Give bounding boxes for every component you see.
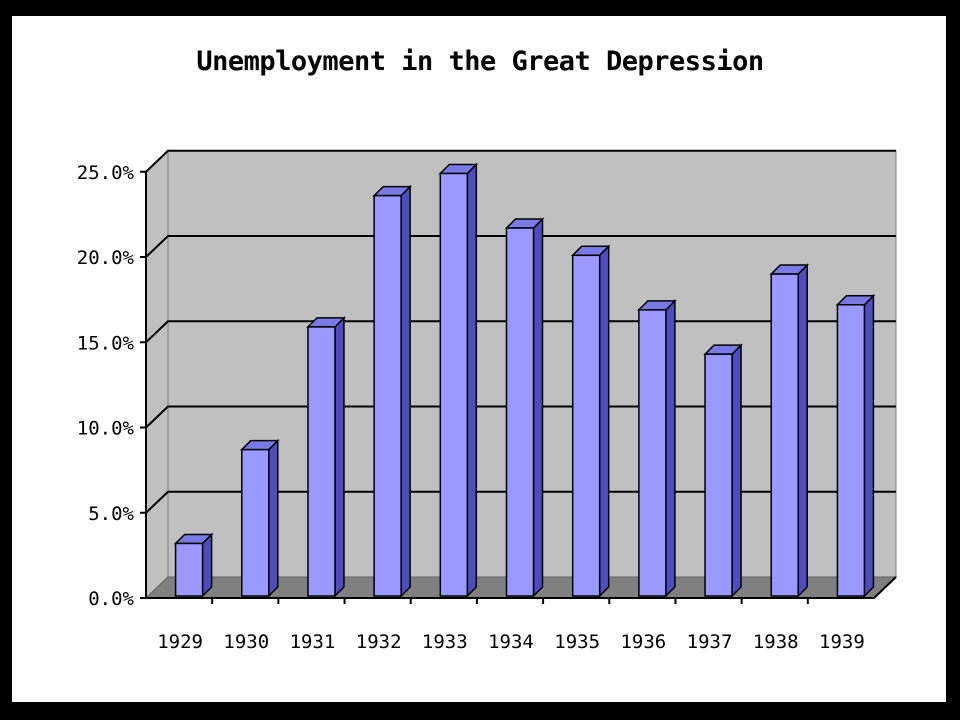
bar-1930 <box>239 438 280 598</box>
x-axis-line <box>146 576 897 599</box>
bar-1931 <box>306 316 346 598</box>
bar-side <box>268 438 279 598</box>
bar-1929 <box>173 532 214 598</box>
x-tick-labels: 1929 1930 1931 1932 1933 1934 1935 1936 1937 1938… <box>157 631 865 653</box>
bar-1938 <box>769 263 810 598</box>
y-tick-label: 15.0% <box>77 332 135 354</box>
x-tick-label: 1935 <box>554 631 600 653</box>
bar-side <box>400 184 411 598</box>
bar-1932 <box>372 184 412 598</box>
gridline <box>145 235 896 258</box>
x-tick-label: 1933 <box>422 631 468 653</box>
bar-1935 <box>570 244 611 598</box>
bar-front <box>439 172 469 597</box>
bar-1934 <box>504 217 545 598</box>
bar-side <box>665 299 676 598</box>
y-tick-label: 5.0% <box>88 503 134 525</box>
axes <box>145 171 897 604</box>
chart-title: Unemployment in the Great Depression <box>196 46 764 77</box>
x-tick-label: 1939 <box>819 631 865 653</box>
x-tick-label: 1929 <box>157 631 203 653</box>
x-tick-label: 1932 <box>356 631 402 653</box>
y-tick-labels: 0.0% 5.0% 10.0% 15.0% 20.0% 25.0% <box>77 162 135 610</box>
y-tick-label: 20.0% <box>77 247 135 269</box>
bar-front <box>505 227 535 597</box>
x-tick-label: 1936 <box>620 631 666 653</box>
y-tick-label: 0.0% <box>88 588 134 610</box>
gridline <box>145 149 896 173</box>
bar-side <box>201 532 213 598</box>
bar-1936 <box>637 299 677 598</box>
x-tick-label: 1930 <box>223 631 269 653</box>
y-tick-label: 25.0% <box>77 162 135 184</box>
bar-front <box>571 254 601 597</box>
y-tick-label: 10.0% <box>77 418 135 440</box>
bar-front <box>836 303 866 597</box>
x-tick-label: 1938 <box>753 631 799 653</box>
bar-side <box>731 343 742 598</box>
bar-side <box>466 162 478 598</box>
bar-front <box>770 273 799 597</box>
bar-1939 <box>835 293 876 598</box>
bar-front <box>638 309 667 597</box>
bar-1937 <box>703 343 743 598</box>
bar-side <box>532 217 544 598</box>
bar-front <box>241 448 270 597</box>
x-tick-label: 1931 <box>290 631 336 653</box>
bar-front <box>307 326 336 597</box>
bar-side <box>797 263 808 598</box>
bar-front <box>373 194 402 597</box>
bar-1933 <box>438 162 479 598</box>
x-tick-label: 1934 <box>488 631 534 653</box>
bar-side <box>863 293 875 598</box>
bar-side <box>334 316 345 598</box>
bar-side <box>598 244 610 598</box>
x-tick-label: 1937 <box>687 631 733 653</box>
side-wall <box>145 149 169 600</box>
bars <box>173 162 876 598</box>
bar-front <box>174 542 204 597</box>
bar-front <box>704 353 733 597</box>
